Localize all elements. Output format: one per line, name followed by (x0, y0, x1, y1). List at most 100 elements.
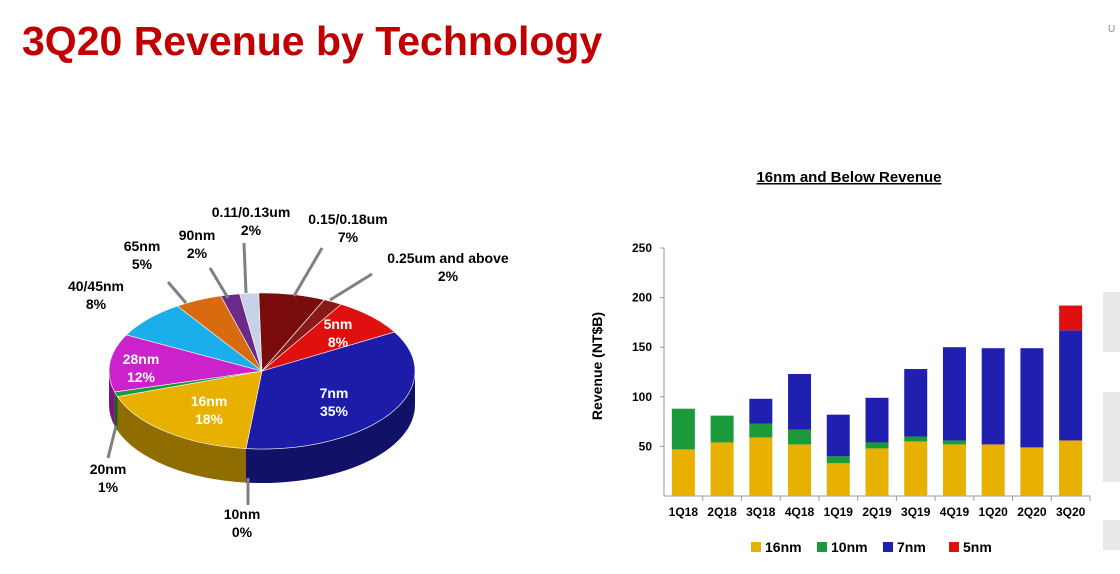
bar-segment-10nm (942, 440, 966, 445)
x-tick-label: 1Q19 (824, 505, 854, 519)
legend-swatch (817, 542, 827, 552)
bar-chart-title: 16nm and Below Revenue (756, 169, 941, 186)
pie-labels: 7nm 35% 10nm 0% 16nm 18% 20nm 1% 28nm 12% 40/45nm 8… (68, 204, 509, 540)
pie-slice-label: 0.15/0.18um (308, 211, 387, 227)
bar-segment-10nm (788, 429, 812, 445)
legend-swatch (883, 542, 893, 552)
bar-segment-16nm (1059, 440, 1083, 496)
pie-slice-label: 0.11/0.13um (212, 204, 291, 220)
pie-slice-label: 20nm (90, 461, 127, 477)
legend-swatch (949, 542, 959, 552)
pie-slice-value: 2% (438, 268, 459, 284)
pie-slice (108, 334, 263, 393)
pie-leader-line (166, 281, 188, 304)
bar-segment-16nm (1020, 447, 1044, 496)
pie-slice-value: 35% (320, 403, 349, 419)
bar-segment-7nm (749, 398, 773, 424)
pie-slice-label: 40/45nm (68, 278, 124, 294)
pie-slice-value: 12% (127, 369, 156, 385)
bar-segment-7nm (1020, 348, 1044, 448)
x-tick-label: 1Q20 (979, 505, 1009, 519)
pie-slice-label: 65nm (124, 238, 161, 254)
pie-slice-value: 7% (338, 229, 359, 245)
bar-segment-10nm (749, 423, 773, 438)
bar-segment-16nm (904, 441, 928, 496)
bar-segment-7nm (981, 348, 1005, 445)
y-tick-label: 200 (632, 291, 652, 305)
pie-slice-value: 5% (132, 256, 153, 272)
bar-chart-y-axis-label: Revenue (NT$B) (589, 312, 605, 420)
pie-slice-side (117, 396, 247, 483)
pie-slice-label: 90nm (179, 227, 216, 243)
y-tick-label: 100 (632, 390, 652, 404)
pie-slice-side (114, 391, 118, 431)
legend-swatch (751, 542, 761, 552)
pie-leader-line (106, 425, 118, 459)
pie-slice-label: 0.25um and above (387, 250, 509, 266)
pie-leader-lines (106, 242, 373, 505)
bar-segment-10nm (710, 415, 734, 443)
pie-slice-label: 16nm (191, 393, 228, 409)
legend-label: 10nm (831, 539, 868, 555)
x-tick-label: 3Q20 (1056, 505, 1086, 519)
bar-bars (671, 305, 1083, 496)
pie-slice-value: 18% (195, 411, 224, 427)
pie-chart: 7nm 35% 10nm 0% 16nm 18% 20nm 1% 28nm 12% 40/45nm 8… (68, 204, 509, 540)
bar-segment-16nm (942, 444, 966, 496)
legend-label: 5nm (963, 539, 992, 555)
y-tick-label: 50 (639, 439, 653, 453)
pie-slice-value: 8% (86, 296, 107, 312)
pie-slice-side (109, 371, 115, 426)
bar-segment-7nm (826, 414, 850, 457)
decorative-strip (1103, 520, 1120, 550)
x-tick-label: 1Q18 (669, 505, 699, 519)
pie-top (108, 292, 416, 450)
bar-segment-7nm (942, 347, 966, 441)
bar-y-ticks: 50 100 150 200 250 (632, 241, 664, 453)
pie-slice-value: 0% (232, 524, 253, 540)
x-tick-label: 2Q18 (707, 505, 737, 519)
decorative-strip (1103, 292, 1120, 352)
bar-segment-16nm (749, 437, 773, 496)
pie-slice (261, 303, 396, 372)
x-tick-label: 4Q19 (940, 505, 970, 519)
bar-segment-16nm (865, 448, 889, 496)
bar-segment-7nm (904, 369, 928, 437)
x-tick-label: 3Q19 (901, 505, 931, 519)
bar-segment-10nm (826, 456, 850, 464)
bar-segment-7nm (1059, 330, 1083, 441)
bar-segment-16nm (710, 442, 734, 496)
bar-segment-10nm (904, 436, 928, 442)
pie-slice-label: 28nm (123, 351, 160, 367)
pie-slice-label: 5nm (324, 316, 353, 332)
pie-depth (109, 371, 415, 483)
pie-slice-value: 2% (241, 222, 262, 238)
bar-segment-10nm (865, 442, 889, 449)
pie-slice (245, 331, 416, 450)
corner-mark: U (1108, 24, 1116, 35)
pie-slice-side (246, 371, 415, 483)
x-tick-label: 3Q18 (746, 505, 776, 519)
bar-segment-16nm (788, 444, 812, 496)
pie-slice-value: 2% (187, 245, 208, 261)
pie-leader-line (292, 247, 324, 297)
page-title: 3Q20 Revenue by Technology (22, 18, 603, 64)
bar-segment-7nm (865, 397, 889, 443)
bar-segment-16nm (981, 444, 1005, 496)
bar-legend: 16nm 10nm 7nm 5nm (751, 539, 992, 555)
pie-leader-line (242, 242, 248, 294)
x-tick-label: 2Q20 (1017, 505, 1047, 519)
pie-slice-value: 8% (328, 334, 349, 350)
pie-leader-line (329, 272, 373, 302)
pie-leader-line (208, 267, 230, 299)
bar-chart: 16nm and Below Revenue Revenue (NT$B) 50… (589, 169, 1091, 555)
pie-slice-label: 7nm (320, 385, 349, 401)
pie-slice-label: 10nm (224, 506, 261, 522)
legend-label: 7nm (897, 539, 926, 555)
legend-label: 16nm (765, 539, 802, 555)
bar-x-ticks: 1Q18 2Q18 3Q18 4Q18 1Q19 2Q19 3Q19 4Q19 1Q20 2Q20… (669, 496, 1091, 519)
bar-segment-16nm (671, 449, 695, 496)
pie-slice-value: 1% (98, 479, 119, 495)
decorative-strip (1103, 392, 1120, 482)
